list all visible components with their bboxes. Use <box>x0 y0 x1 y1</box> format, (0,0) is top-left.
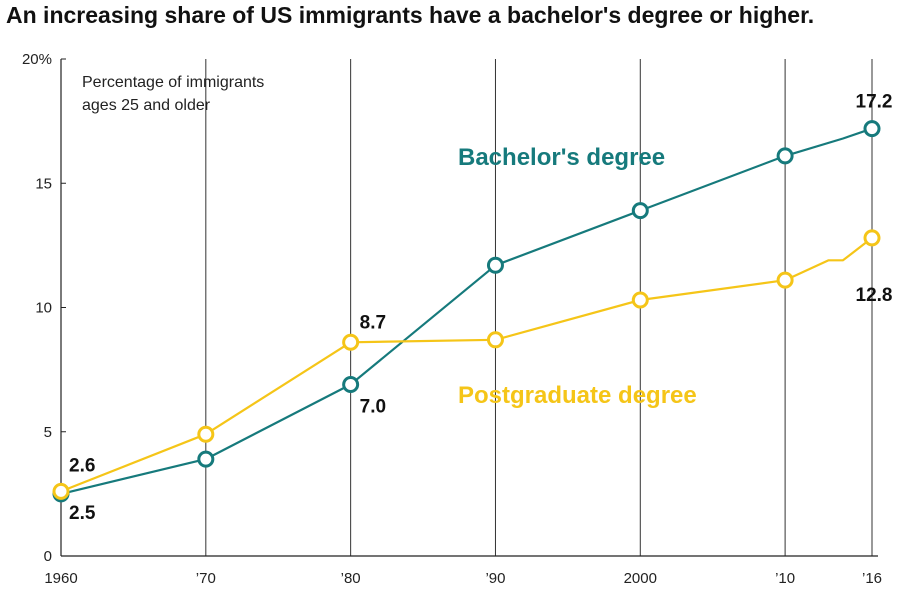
axes <box>60 58 878 557</box>
data-point <box>197 450 215 468</box>
annotation: Percentage of immigrants ages 25 and olde… <box>82 74 264 114</box>
data-label: 17.2 <box>856 92 893 113</box>
data-labels: Bachelor's degree Postgraduate degree 2.5 7… <box>69 92 892 524</box>
series-postgraduate <box>52 229 881 500</box>
data-point <box>342 376 360 394</box>
data-label: 7.0 <box>360 397 386 418</box>
y-tick-label: 20% <box>22 51 52 68</box>
data-point <box>863 229 881 247</box>
data-point <box>776 271 794 289</box>
series-label: Postgraduate degree <box>458 382 697 409</box>
series-line <box>60 237 873 493</box>
data-point <box>342 333 360 351</box>
data-point <box>863 120 881 138</box>
data-label: 2.6 <box>69 455 95 476</box>
annotation-line: ages 25 and older <box>82 97 211 114</box>
series-label: Bachelor's degree <box>458 144 665 171</box>
series-bachelors <box>52 120 881 503</box>
y-tick-label: 15 <box>35 175 52 192</box>
series-group <box>52 120 881 503</box>
x-tick-labels: 1960 ’70 ’80 ’90 2000 ’10 ’16 <box>44 570 882 587</box>
annotation-line: Percentage of immigrants <box>82 74 264 91</box>
series-line <box>60 127 873 495</box>
y-tick-labels: 0 5 10 15 20% <box>22 51 52 565</box>
y-tick-label: 5 <box>44 424 52 441</box>
x-tick-label: ’80 <box>341 570 361 587</box>
data-point <box>631 291 649 309</box>
x-tick-label: ’70 <box>196 570 216 587</box>
y-tick-label: 0 <box>44 548 52 565</box>
data-point <box>631 202 649 220</box>
x-tick-label: ’16 <box>862 570 882 587</box>
x-tick-label: 2000 <box>624 570 657 587</box>
y-tick-label: 10 <box>35 300 52 317</box>
data-label: 8.7 <box>360 312 386 333</box>
data-label: 2.5 <box>69 503 96 524</box>
data-point <box>776 147 794 165</box>
x-tick-label: ’10 <box>775 570 795 587</box>
data-point <box>197 425 215 443</box>
data-point <box>486 256 504 274</box>
grid-lines <box>205 59 873 556</box>
data-point <box>486 331 504 349</box>
chart-title: An increasing share of US immigrants hav… <box>6 2 815 28</box>
x-tick-label: ’90 <box>485 570 505 587</box>
x-tick-label: 1960 <box>44 570 77 587</box>
data-label: 12.8 <box>856 285 893 306</box>
data-point <box>52 482 70 500</box>
